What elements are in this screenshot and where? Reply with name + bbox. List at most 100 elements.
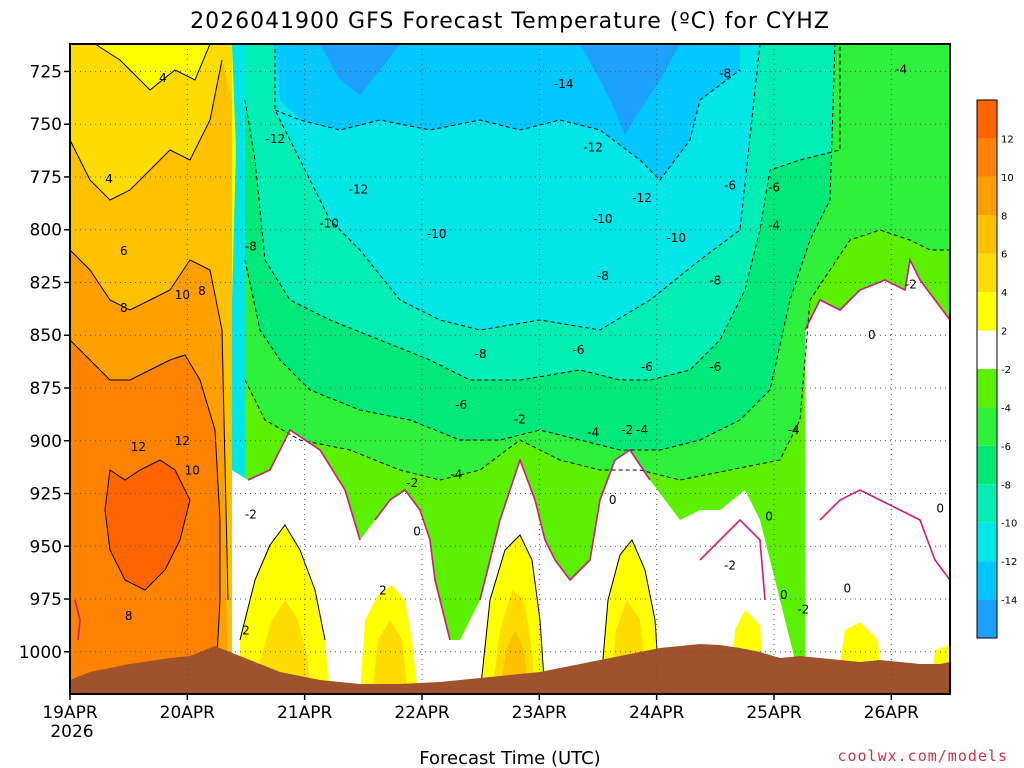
contour-label: -12 [583,140,603,154]
colorbar-band [977,292,997,330]
contour-label: -12 [349,183,369,197]
colorbar-tick-label: -8 [1001,480,1011,491]
colorbar-tick-label: -14 [1001,596,1017,607]
contour-label: 4 [159,71,167,85]
contour-label: -2 [514,413,526,427]
credit-text: coolwx.com/models [837,747,1008,765]
contour-label: -14 [554,77,574,91]
contour-label: 6 [120,244,128,258]
contour-label: 12 [131,440,146,454]
chart-title: 2026041900 GFS Forecast Temperature (ºC)… [190,9,830,34]
contour-label: 0 [780,588,788,602]
contour-label: -12 [266,132,286,146]
y-tick-label: 825 [30,273,62,293]
colorbar-tick-label: -10 [1001,519,1017,530]
colorbar-tick-label: 2 [1001,327,1007,338]
colorbar-tick-label: 10 [1001,173,1014,184]
y-tick-label: 850 [30,326,62,346]
colorbar-tick-label: -6 [1001,442,1011,453]
contour-label: -2 [724,558,736,572]
colorbar-band [977,254,997,292]
x-tick-label: 23APR [512,703,568,723]
colorbar-band [977,600,997,638]
contour-label: -6 [641,360,653,374]
x-tick-label: 22APR [394,703,450,723]
x-tick-label: 19APR [42,703,98,723]
colorbar-band [977,561,997,599]
contour-label: -8 [709,273,721,287]
contour-label: 10 [185,463,200,477]
contour-label: 0 [765,510,773,524]
colorbar-band [977,331,997,369]
colorbar-tick-label: -12 [1001,557,1017,568]
x-tick-label: 26APR [864,703,920,723]
colorbar: -14 -12 -10 -8 -6 -4 -2 2 4 6 8 10 12 [977,100,1017,638]
x-tick-label: 20APR [160,703,216,723]
y-tick-label: 1000 [19,643,62,663]
y-tick-label: 750 [30,115,62,135]
contour-label: -4 [895,62,907,76]
plot-area [70,44,950,694]
contour-label: -6 [724,178,736,192]
contour-label: 10 [175,288,190,302]
contour-label: -4 [768,218,780,232]
contour-label: -8 [597,269,609,283]
colorbar-band [977,484,997,522]
colorbar-band [977,100,997,138]
contour-label: -12 [632,191,652,205]
contour-label: 0 [609,493,617,507]
colorbar-band [977,407,997,445]
y-axis: 725 750 775 800 825 850 875 900 925 950 975 1000 [19,62,70,662]
contour-label: -4 [788,423,800,437]
chart-root: 2026041900 GFS Forecast Temperature (ºC)… [0,0,1024,768]
contour-label: -6 [709,360,721,374]
contour-label: -4 [587,425,599,439]
contour-label: -6 [572,343,584,357]
contour-label: 0 [844,581,852,595]
contour-label: 2 [242,624,250,638]
contour-label: 0 [936,501,944,515]
colorbar-tick-label: 4 [1001,288,1007,299]
contour-label: -6 [455,398,467,412]
colorbar-band [977,446,997,484]
x-tick-label: 25APR [746,703,802,723]
colorbar-tick-label: 8 [1001,211,1007,222]
contour-label: 0 [413,525,421,539]
contour-label: -2 [905,278,917,292]
y-tick-label: 875 [30,379,62,399]
y-tick-label: 900 [30,432,62,452]
contour-label: 0 [868,328,876,342]
contour-label: -10 [593,212,613,226]
contour-label: 4 [105,172,113,186]
contour-label: 8 [120,301,128,315]
colorbar-band [977,138,997,176]
contour-label: -4 [450,468,462,482]
colorbar-band [977,177,997,215]
x-sub-label: 2026 [50,722,93,742]
contour-label: -2 [406,476,418,490]
colorbar-tick-label: -4 [1001,403,1011,414]
contour-label: -8 [719,67,731,81]
x-axis: 19APR 20APR 21APR 22APR 23APR 24APR 25APR 26APR [42,694,919,723]
y-tick-label: 725 [30,62,62,82]
contour-label: 12 [175,434,190,448]
colorbar-band [977,369,997,407]
colorbar-tick-label: 12 [1001,134,1014,145]
contour-label: -8 [475,347,487,361]
contour-label: -10 [427,227,447,241]
contour-label: -4 [636,423,648,437]
contour-label: -2 [621,423,633,437]
y-tick-label: 800 [30,221,62,241]
contour-label: -10 [319,216,339,230]
x-axis-label: Forecast Time (UTC) [419,748,600,768]
temperature-cross-section-chart: 2026041900 GFS Forecast Temperature (ºC)… [0,0,1024,768]
y-tick-label: 950 [30,537,62,557]
band-zero-white-right [805,260,950,694]
contour-label: 8 [125,609,133,623]
contour-label: -2 [797,603,809,617]
contour-label: -6 [768,181,780,195]
y-tick-label: 775 [30,168,62,188]
colorbar-band [977,215,997,253]
y-tick-label: 975 [30,590,62,610]
colorbar-tick-label: 6 [1001,250,1007,261]
